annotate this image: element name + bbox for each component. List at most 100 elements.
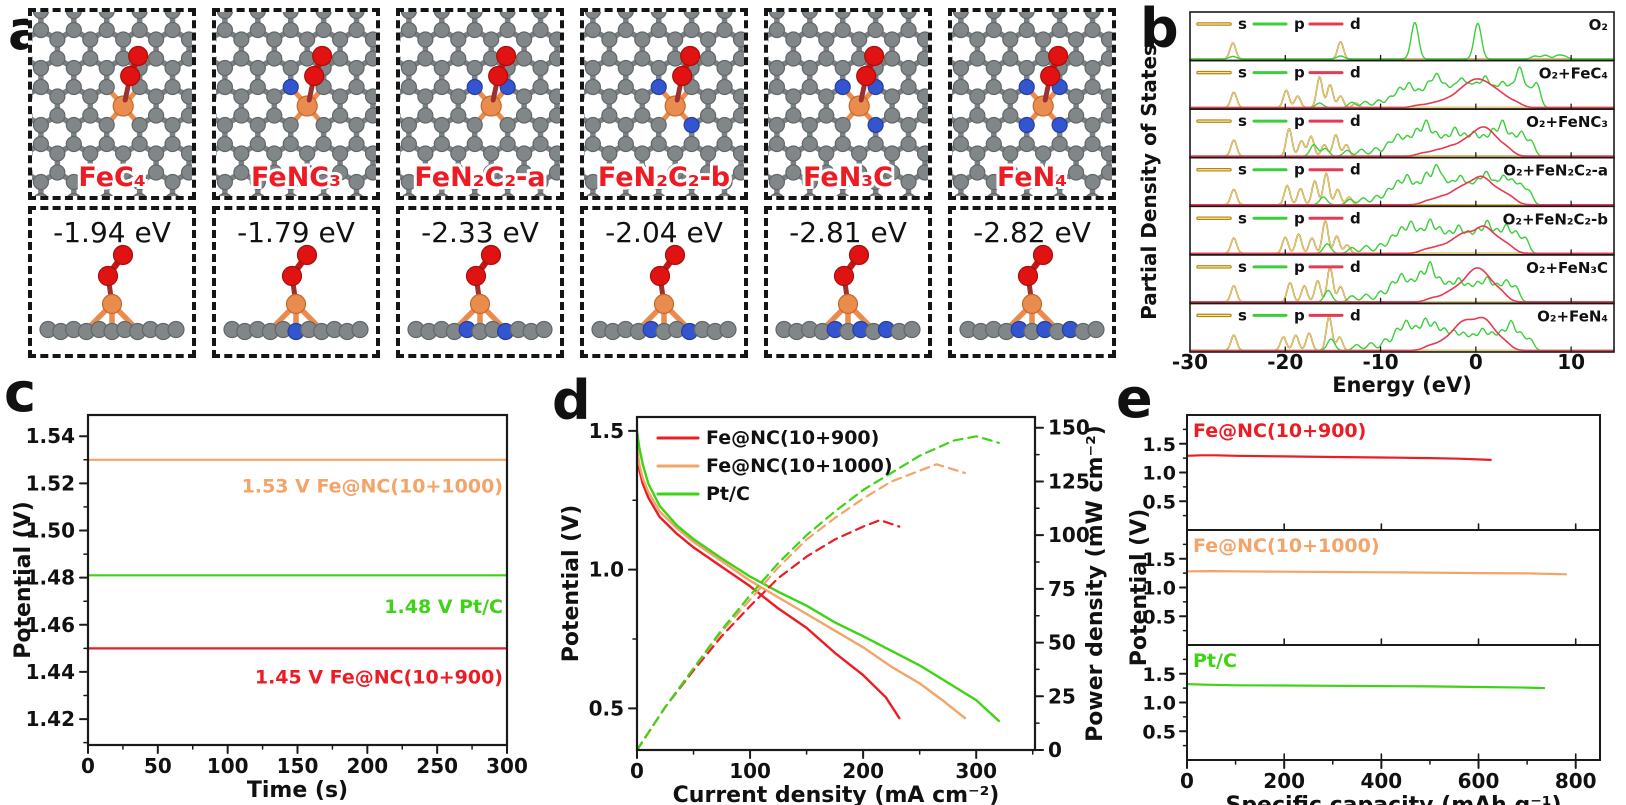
carbon-atom (34, 192, 48, 196)
carbon-atom (818, 50, 835, 67)
carbon-atom (266, 145, 283, 162)
y-tick-label: 1.0 (1142, 578, 1176, 600)
carbon-atom (985, 59, 1002, 77)
carbon-atom (216, 78, 234, 96)
oxygen-atom (480, 244, 502, 266)
carbon-atom (515, 164, 533, 181)
legend-label-d: d (1350, 112, 1361, 130)
carbon-atom (251, 192, 265, 196)
carbon-atom (1084, 173, 1101, 191)
carbon-atom (586, 192, 600, 196)
carbon-atom (532, 135, 549, 153)
iron-atom (285, 293, 307, 315)
carbon-atom (1002, 88, 1019, 105)
legend-label-d: d (1350, 15, 1361, 33)
axis-title-x: Energy (eV) (1332, 373, 1472, 397)
carbon-atom (768, 78, 786, 96)
axis-title-y: Potential (V) (1127, 509, 1152, 667)
carbon-atom (164, 59, 181, 77)
iron-atom (1032, 95, 1054, 117)
y-tick-label: 1.0 (1142, 463, 1176, 485)
carbon-atom (1084, 135, 1101, 153)
axis-title-x: Time (s) (247, 778, 348, 803)
x-tick-label: 100 (729, 759, 771, 783)
motif-sideview-FeN4: -2.82 eV (948, 206, 1116, 358)
subplot-label: O₂+FeNC₃ (1526, 113, 1608, 131)
carbon-atom (532, 12, 549, 20)
carbon-atom (699, 107, 717, 124)
panel-d-polarization-chart: 0.5 1.0 1.5 0 25 50 75 100 125 150 0 100 200 300 Fe@NC… (559, 416, 1108, 805)
pdos-curve-d (1189, 316, 1614, 352)
carbon-atom (164, 21, 181, 39)
carbon-atom (818, 145, 835, 162)
motif-sideview-FeN2C2-b: -2.04 eV (580, 206, 748, 358)
x-tick-label: 10 (1557, 350, 1585, 374)
carbon-atom (466, 59, 483, 77)
carbon-atom (1035, 31, 1052, 48)
carbon-atom (716, 21, 733, 39)
motif-sideview-FeN3C: -2.81 eV (764, 206, 932, 358)
pdos-subplot: s p d O₂+FeC₄ (1189, 59, 1615, 110)
legend-label-s: s (1238, 112, 1247, 130)
carbon-atom (49, 31, 66, 48)
carbon-atom (548, 50, 560, 67)
carbon-atom (499, 12, 516, 20)
x-tick-label: 50 (144, 754, 172, 778)
motif-sideview-FeN2C2-a: -2.33 eV (396, 206, 564, 358)
carbon-atom (634, 145, 651, 162)
carbon-atom (1086, 192, 1099, 196)
carbon-atom (969, 50, 986, 67)
carbon-atom (619, 192, 633, 196)
carbon-atom (601, 145, 618, 162)
carbon-atom (433, 173, 450, 191)
carbon-atom (883, 31, 901, 48)
carbon-atom (883, 107, 901, 124)
y-tick-label-left: 1.5 (589, 419, 624, 443)
carbon-atom (650, 173, 667, 191)
carbon-atom (652, 192, 666, 196)
subplot-frame (1189, 302, 1615, 353)
carbon-atom (617, 12, 634, 20)
carbon-atom (1018, 21, 1035, 39)
carbon-atom (719, 320, 737, 339)
x-tick-label: 200 (1263, 769, 1305, 793)
carbon-atom (98, 173, 115, 191)
carbon-atom (548, 88, 560, 105)
carbon-atom (466, 116, 483, 134)
axis-title-y-right: Power density (mW cm⁻²) (1083, 425, 1108, 742)
carbon-atom (216, 135, 234, 153)
motif-topview-svg: FeNC₃ (216, 12, 376, 196)
carbon-atom (450, 50, 467, 67)
y-tick-label-right: 150 (1048, 416, 1090, 440)
adsorption-energy: -2.82 eV (973, 216, 1091, 249)
carbon-atom (468, 192, 482, 196)
carbon-atom (834, 173, 851, 191)
carbon-atom (617, 59, 634, 77)
carbon-atom (82, 50, 99, 67)
iron-atom (848, 95, 870, 117)
carbon-atom (466, 135, 483, 153)
carbon-atom (100, 192, 114, 196)
axis-title-x: Specific capacity (mAh g⁻¹) (1225, 793, 1561, 805)
y-tick-label: 1.5 (1142, 434, 1176, 456)
carbon-atom (364, 88, 376, 105)
carbon-atom (650, 135, 667, 153)
nitrogen-atom (282, 78, 299, 96)
carbon-atom (1087, 320, 1105, 339)
carbon-atom (166, 192, 179, 196)
carbon-atom (768, 135, 786, 153)
carbon-atom (1100, 31, 1112, 48)
carbon-atom (49, 164, 66, 181)
carbon-atom (417, 107, 434, 124)
carbon-atom (402, 192, 416, 196)
carbon-atom (584, 12, 601, 20)
carbon-atom (348, 116, 365, 134)
panel-b-pdos-chart: s p d O₂ s p d O₂+FeC₄ s p d O₂+FeNC₃ s p d O₂+FeN₂C₂-a… (1137, 11, 1615, 397)
carbon-atom (147, 31, 165, 48)
carbon-atom (315, 116, 332, 134)
motif-topview-svg: FeN₄ (952, 12, 1112, 196)
carbon-atom (331, 145, 349, 162)
carbon-atom (1084, 21, 1101, 39)
carbon-atom (1084, 59, 1101, 77)
nitrogen-atom (1018, 116, 1035, 134)
